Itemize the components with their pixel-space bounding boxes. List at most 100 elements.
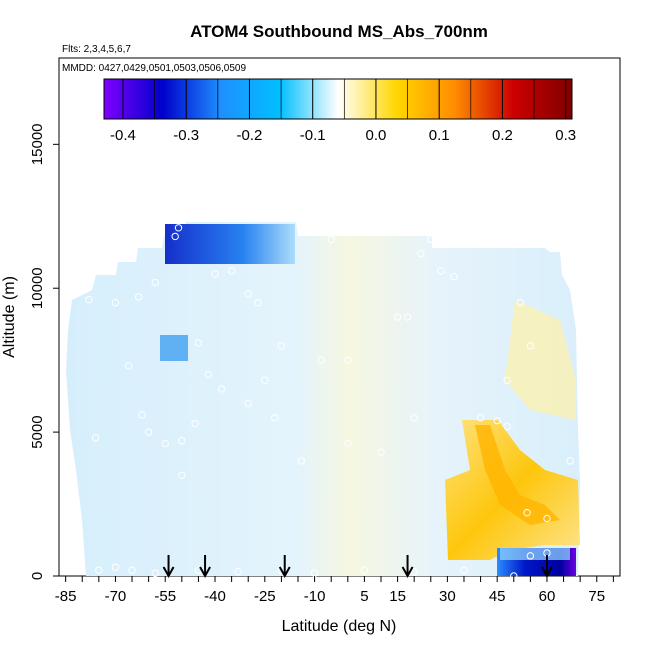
observation-point — [128, 566, 136, 574]
chart-title: ATOM4 Southbound MS_Abs_700nm — [190, 22, 488, 41]
colorbar-fill — [103, 78, 573, 120]
flight-arrow-head — [199, 566, 211, 579]
observation-point — [297, 457, 306, 465]
observation-point — [85, 296, 93, 304]
flight-arrow-head — [278, 566, 291, 579]
x-tick-label: -85 — [55, 588, 77, 605]
observation-point — [493, 416, 501, 425]
observation-point — [277, 342, 286, 350]
observation-point — [377, 448, 385, 456]
flights-label: Flts: 2,3,4,5,6,7 — [62, 44, 131, 55]
colorbar-tick-label: -0.1 — [300, 127, 326, 144]
observation-point — [91, 434, 100, 442]
x-axis: -85 -70 -55 -40 -25 -10 5 15 30 45 60 75 — [55, 576, 614, 605]
x-tick-label: -10 — [304, 588, 326, 605]
colorbar: -0.4 -0.3 -0.2 -0.1 0.0 0.1 0.2 0.3 — [103, 78, 576, 144]
observation-point — [134, 293, 143, 301]
x-axis-label: Latitude (deg N) — [282, 618, 397, 635]
observation-point — [111, 563, 120, 572]
colorbar-tick-label: 0.0 — [366, 127, 387, 144]
flight-arrow-head — [162, 566, 175, 579]
observation-point — [178, 471, 186, 479]
colorbar-tick-label: -0.4 — [110, 127, 136, 144]
observation-point — [254, 298, 262, 307]
upper-north-yellow — [505, 300, 576, 420]
observation-point — [151, 278, 159, 287]
observation-point — [526, 342, 535, 350]
observation-point — [204, 370, 213, 379]
observation-point — [344, 356, 352, 364]
observation-point — [476, 414, 485, 422]
observation-point — [523, 508, 531, 517]
observation-point — [244, 290, 252, 298]
observation-point — [417, 249, 425, 258]
y-tick-label: 5000 — [29, 415, 46, 448]
observation-point — [174, 224, 183, 232]
observation-point — [194, 339, 203, 347]
observation-point — [403, 313, 412, 321]
dates-label: MMDD: 0427,0429,0501,0503,0506,0509 — [62, 63, 246, 74]
low-absorption-mid-south — [160, 335, 188, 361]
observation-point — [244, 399, 252, 408]
x-tick-label: -25 — [254, 588, 276, 605]
plume-core — [475, 425, 560, 525]
surface-light-band — [500, 548, 570, 560]
observation-point — [393, 313, 402, 321]
observation-point — [144, 428, 153, 436]
x-tick-label: 75 — [588, 588, 605, 605]
observation-point — [503, 422, 511, 431]
colorbar-tick-label: 0.3 — [555, 127, 576, 144]
colorbar-ticks: -0.4 -0.3 -0.2 -0.1 0.0 0.1 0.2 0.3 — [110, 79, 576, 144]
observation-point — [138, 411, 146, 419]
observation-point — [317, 356, 325, 364]
observation-point — [450, 273, 458, 281]
observation-point — [526, 552, 535, 560]
observation-point — [125, 362, 133, 370]
x-tick-label: -55 — [154, 588, 176, 605]
observation-point — [516, 298, 525, 307]
observation-point — [261, 376, 269, 385]
observation-point — [427, 235, 435, 244]
x-tick-label: -40 — [204, 588, 226, 605]
observation-point — [161, 439, 169, 448]
x-tick-label: 60 — [539, 588, 556, 605]
observation-point — [460, 566, 468, 574]
y-axis-label: Altitude (m) — [1, 276, 18, 358]
data-field — [66, 222, 580, 576]
colorbar-tick-label: 0.1 — [429, 127, 450, 144]
observation-point — [178, 437, 186, 445]
observation-point — [211, 270, 219, 278]
colorbar-tick-label: 0.2 — [492, 127, 513, 144]
observation-point — [360, 566, 369, 574]
observation-point — [95, 566, 103, 574]
y-tick-label: 15000 — [29, 123, 46, 165]
observation-point — [111, 298, 120, 307]
y-axis: 0 5000 10000 15000 — [29, 123, 59, 580]
x-tick-label: 30 — [439, 588, 456, 605]
observation-point — [151, 569, 159, 577]
x-tick-label: 45 — [489, 588, 506, 605]
flight-arrows — [162, 555, 553, 579]
observation-point — [227, 267, 236, 275]
observation-point — [171, 232, 179, 241]
y-tick-label: 10000 — [29, 267, 46, 309]
observation-point — [410, 414, 418, 422]
observation-point — [271, 414, 279, 422]
x-tick-label: 5 — [360, 588, 368, 605]
colorbar-tick-label: -0.3 — [173, 127, 199, 144]
flight-arrow-head — [541, 566, 553, 579]
observation-point — [503, 376, 511, 385]
observation-point — [437, 267, 445, 275]
x-tick-label: 15 — [389, 588, 406, 605]
observation-point — [543, 514, 551, 523]
x-tick-label: -70 — [105, 588, 127, 605]
observation-point — [344, 439, 352, 448]
y-tick-label: 0 — [29, 572, 46, 580]
observation-point — [234, 567, 242, 576]
flight-arrow-head — [401, 566, 414, 579]
observation-points — [85, 224, 574, 580]
observation-point — [327, 235, 335, 244]
observation-point — [217, 385, 226, 393]
low-absorption-upper-south — [165, 224, 295, 264]
